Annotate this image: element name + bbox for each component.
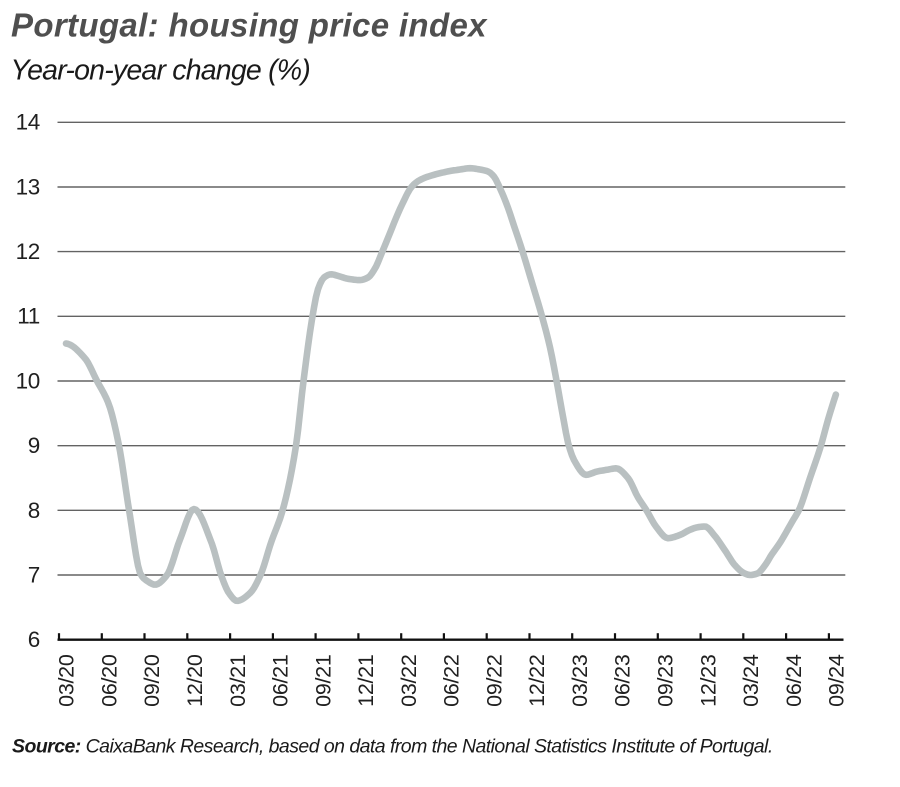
svg-text:14: 14 <box>16 110 40 135</box>
svg-text:12/20: 12/20 <box>183 654 207 707</box>
svg-text:7: 7 <box>28 562 40 587</box>
svg-text:03/24: 03/24 <box>739 654 763 707</box>
svg-text:12/22: 12/22 <box>525 655 549 707</box>
svg-text:6: 6 <box>28 627 40 652</box>
svg-text:12: 12 <box>16 239 40 264</box>
svg-text:03/22: 03/22 <box>397 655 421 707</box>
svg-text:8: 8 <box>28 498 40 523</box>
svg-text:09/20: 09/20 <box>140 654 164 707</box>
svg-text:10: 10 <box>16 368 40 393</box>
svg-text:13: 13 <box>16 174 40 199</box>
svg-text:11: 11 <box>17 304 40 329</box>
svg-text:9: 9 <box>28 433 40 458</box>
svg-text:09/21: 09/21 <box>311 655 335 707</box>
svg-text:06/20: 06/20 <box>98 654 122 707</box>
svg-text:03/20: 03/20 <box>55 654 79 707</box>
svg-text:Year-on-year change (%): Year-on-year change (%) <box>11 55 311 87</box>
svg-text:03/21: 03/21 <box>226 655 250 707</box>
svg-text:06/24: 06/24 <box>782 654 806 707</box>
svg-text:Source: CaixaBank Research, ba: Source: CaixaBank Research, based on dat… <box>12 736 773 758</box>
svg-text:12/23: 12/23 <box>696 654 720 707</box>
svg-text:06/22: 06/22 <box>440 655 464 707</box>
svg-text:09/23: 09/23 <box>654 654 678 707</box>
svg-text:06/23: 06/23 <box>611 654 635 707</box>
svg-text:12/21: 12/21 <box>354 655 378 707</box>
svg-text:03/23: 03/23 <box>568 654 592 707</box>
svg-text:09/24: 09/24 <box>825 654 849 707</box>
svg-text:06/21: 06/21 <box>269 655 293 707</box>
svg-text:Portugal: housing price index: Portugal: housing price index <box>11 7 488 44</box>
svg-text:09/22: 09/22 <box>482 655 506 707</box>
